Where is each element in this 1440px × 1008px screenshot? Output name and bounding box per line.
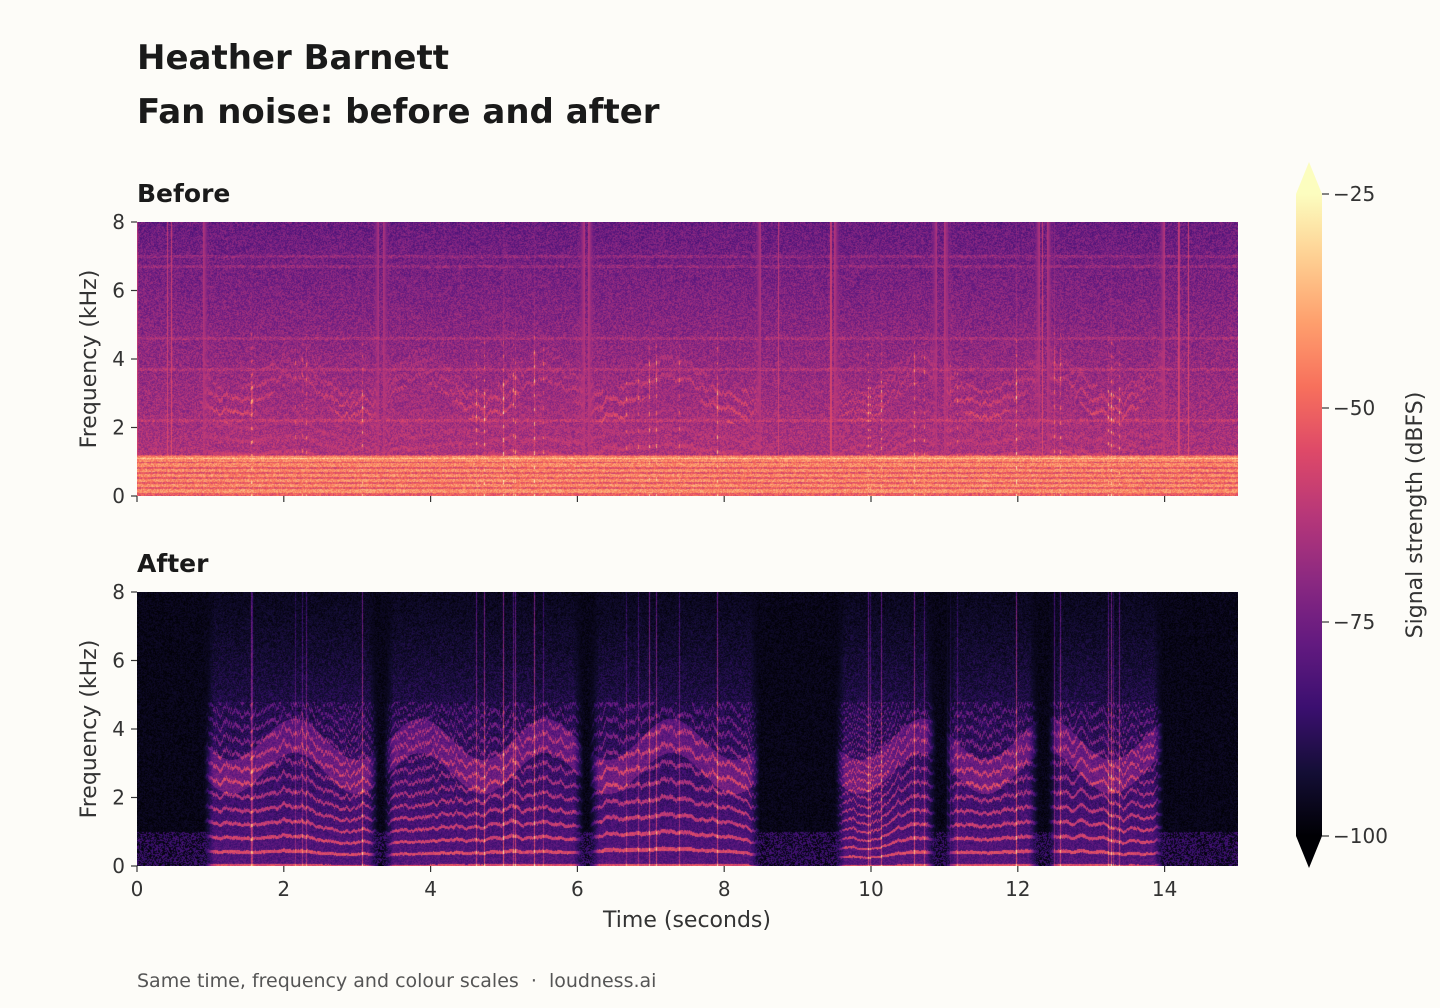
- ytick-label: 6: [112, 649, 125, 673]
- after-panel: After 0 2 4 6 8 0 2 4 6 8 10 12 14 Frequency (kHz) T…: [77, 549, 1238, 933]
- ytick-label: 4: [112, 717, 125, 741]
- ytick-label: 8: [112, 580, 125, 604]
- colorbar-gradient: [1296, 194, 1322, 836]
- footer-brand: loudness.ai: [548, 970, 657, 992]
- footer-separator: ·: [530, 970, 537, 992]
- colorbar-tick-label: −50: [1333, 396, 1375, 420]
- ytick-label: 0: [112, 484, 125, 508]
- colorbar-tick-label: −100: [1333, 824, 1388, 848]
- chart-subtitle: Fan noise: before and after: [137, 92, 660, 132]
- before-ylabel: Frequency (kHz): [77, 270, 102, 449]
- xlabel: Time (seconds): [602, 908, 771, 933]
- xtick-label: 10: [858, 877, 883, 901]
- colorbar: −25 −50 −75 −100 Signal strength (dBFS): [1296, 162, 1428, 868]
- ytick-label: 2: [112, 786, 125, 810]
- ytick-label: 6: [112, 279, 125, 303]
- colorbar-label: Signal strength (dBFS): [1403, 392, 1428, 639]
- before-panel-title: Before: [137, 179, 230, 208]
- xtick-label: 14: [1152, 877, 1177, 901]
- colorbar-tick-label: −25: [1333, 182, 1375, 206]
- before-spectrogram: [137, 222, 1238, 496]
- ytick-label: 0: [112, 854, 125, 878]
- ytick-label: 8: [112, 210, 125, 234]
- after-ylabel: Frequency (kHz): [77, 640, 102, 819]
- after-spectrogram: [137, 592, 1238, 866]
- colorbar-extend-min: [1296, 836, 1322, 868]
- xtick-label: 4: [424, 877, 437, 901]
- colorbar-extend-max: [1296, 162, 1322, 194]
- colorbar-tick-label: −75: [1333, 610, 1375, 634]
- chart-title: Heather Barnett: [137, 38, 449, 78]
- xtick-label: 6: [571, 877, 584, 901]
- ytick-label: 2: [112, 416, 125, 440]
- before-panel: Before 0 2 4 6 8 Frequency (kHz): [77, 179, 1238, 508]
- after-panel-title: After: [137, 549, 209, 578]
- footer-note: Same time, frequency and colour scales: [137, 970, 519, 992]
- xtick-label: 2: [277, 877, 290, 901]
- xtick-label: 0: [131, 877, 144, 901]
- footer: Same time, frequency and colour scales ·…: [137, 970, 656, 992]
- ytick-label: 4: [112, 347, 125, 371]
- xtick-label: 12: [1005, 877, 1030, 901]
- xtick-label: 8: [718, 877, 731, 901]
